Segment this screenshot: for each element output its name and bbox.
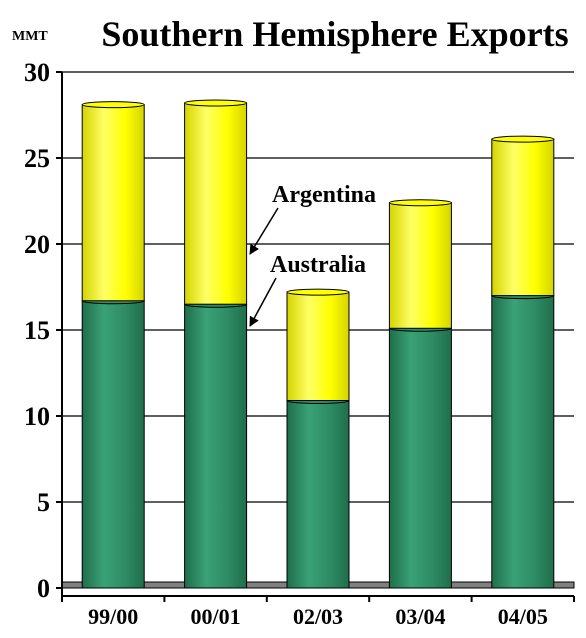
y-tick-label: 10 <box>24 402 50 431</box>
bar-argentina-02-03 <box>286 288 350 402</box>
chart-title: Southern Hemisphere Exports <box>101 14 568 54</box>
y-tick-label: 25 <box>24 144 50 173</box>
legend-arrow-argentina <box>249 207 279 255</box>
legend-arrow-australia <box>249 277 277 327</box>
y-tick-label: 5 <box>37 488 50 517</box>
bar-argentina-99-00 <box>81 101 145 302</box>
y-tick-label: 30 <box>24 58 50 87</box>
bar-australia-02-03 <box>286 397 350 589</box>
y-tick-label: 0 <box>37 574 50 603</box>
legend: Argentina Australia <box>249 182 376 327</box>
bars <box>81 99 555 589</box>
bar-argentina-00-01 <box>184 99 248 305</box>
legend-label-australia: Australia <box>270 252 366 278</box>
x-tick-label: 04/05 <box>498 604 548 629</box>
bar-argentina-04-05 <box>491 135 555 297</box>
x-tick-label: 02/03 <box>293 604 343 629</box>
legend-label-argentina: Argentina <box>272 182 376 208</box>
x-tick-label: 99/00 <box>88 604 138 629</box>
bar-australia-03-04 <box>388 324 452 589</box>
x-tick-label: 00/01 <box>191 604 241 629</box>
bar-australia-00-01 <box>184 300 248 589</box>
y-tick-label: 15 <box>24 316 50 345</box>
x-tick-label: 03/04 <box>395 604 445 629</box>
bar-australia-04-05 <box>491 292 555 589</box>
y-tick-label: 20 <box>24 230 50 259</box>
bar-australia-99-00 <box>81 297 145 589</box>
unit-label: MMT <box>12 29 48 44</box>
axes: 0 5 10 15 20 25 30 99/00 00/01 02/03 03/04 04/05 <box>24 58 575 629</box>
bar-argentina-03-04 <box>388 199 452 329</box>
